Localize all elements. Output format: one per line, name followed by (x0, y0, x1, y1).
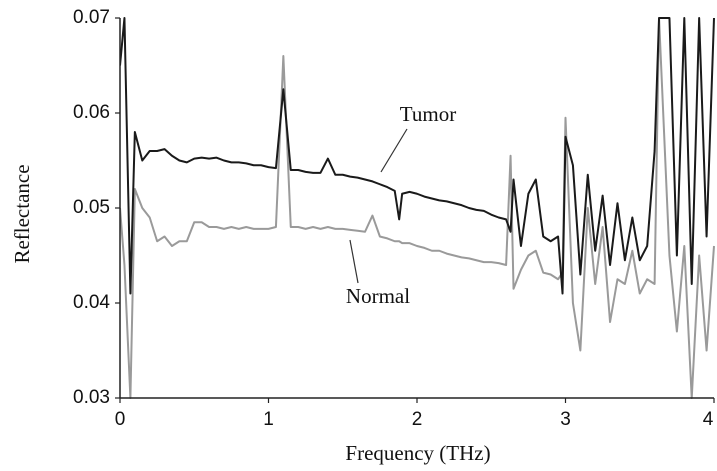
plot-area (120, 17, 715, 399)
x-tick-label: 2 (412, 409, 423, 430)
y-tick-label: 0.03 (73, 387, 110, 408)
y-tick-label: 0.07 (73, 7, 110, 28)
x-axis-title: Frequency (THz) (345, 441, 490, 465)
y-tick-label: 0.06 (73, 102, 110, 123)
x-tick-label: 3 (560, 409, 571, 430)
series-label: Normal (346, 284, 410, 308)
y-tick-label: 0.05 (73, 197, 110, 218)
series-line (120, 17, 715, 295)
series-label: Tumor (400, 102, 456, 126)
x-tick-label: 1 (263, 409, 274, 430)
label-leader (380, 128, 408, 173)
series-line (120, 17, 715, 399)
x-tick-label: 4 (703, 409, 714, 430)
y-tick-label: 0.04 (73, 292, 110, 313)
y-axis-title: Reflectance (10, 164, 34, 263)
label-leader (349, 239, 359, 284)
x-tick-label: 0 (115, 409, 126, 430)
